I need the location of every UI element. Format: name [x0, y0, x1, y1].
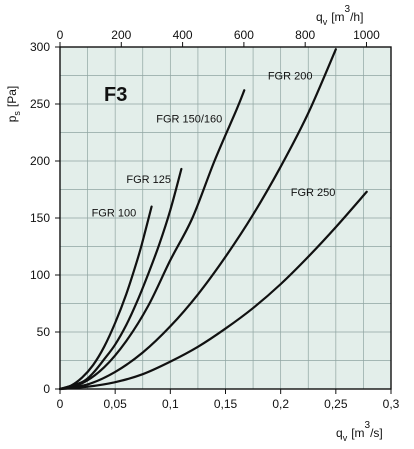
- y-tick-label: 250: [30, 97, 50, 111]
- x-top-tick-label: 600: [234, 28, 254, 42]
- series-label-fgr-150-160: FGR 150/160: [156, 113, 222, 125]
- series-label-fgr-100: FGR 100: [92, 208, 137, 220]
- y-tick-label: 200: [30, 154, 50, 168]
- x-top-tick-label: 0: [57, 28, 64, 42]
- series-label-fgr-200: FGR 200: [268, 70, 313, 82]
- x-tick-label: 0,15: [214, 397, 238, 411]
- x-top-tick-label: 1000: [353, 28, 380, 42]
- y-axis-label-group: ps[Pa]: [5, 86, 22, 123]
- series-line-fgr-200: [58, 48, 337, 391]
- x-top-tick-label: 200: [111, 28, 131, 42]
- y-tick-label: 100: [30, 268, 50, 282]
- series-line-fgr-125: [58, 167, 183, 391]
- series-line-fgr-100: [58, 205, 153, 391]
- x-top-tick-label: 400: [173, 28, 193, 42]
- series-line-fgr-250: [58, 190, 368, 391]
- x-axis-label-bottom: qv [m3/s]: [336, 420, 383, 443]
- series-label-fgr-250: FGR 250: [291, 187, 336, 199]
- y-tick-label: 0: [43, 382, 50, 396]
- x-tick-label: 0,3: [383, 397, 400, 411]
- x-tick-label: 0,05: [103, 397, 127, 411]
- x-tick-label: 0: [57, 397, 64, 411]
- x-tick-label: 0,2: [272, 397, 289, 411]
- y-tick-label: 300: [30, 40, 50, 54]
- x-tick-label: 0,25: [324, 397, 348, 411]
- y-tick-label: 50: [37, 325, 51, 339]
- x-top-tick-label: 800: [295, 28, 315, 42]
- x-tick-label: 0,1: [162, 397, 179, 411]
- chart-title: F3: [104, 84, 127, 106]
- x-axis-label-top: qv [m3/h]: [316, 4, 363, 27]
- series-line-fgr-150-160: [58, 89, 246, 391]
- y-tick-label: 150: [30, 211, 50, 225]
- series-label-fgr-125: FGR 125: [126, 174, 171, 186]
- y-axis-label: ps[Pa]: [5, 86, 22, 123]
